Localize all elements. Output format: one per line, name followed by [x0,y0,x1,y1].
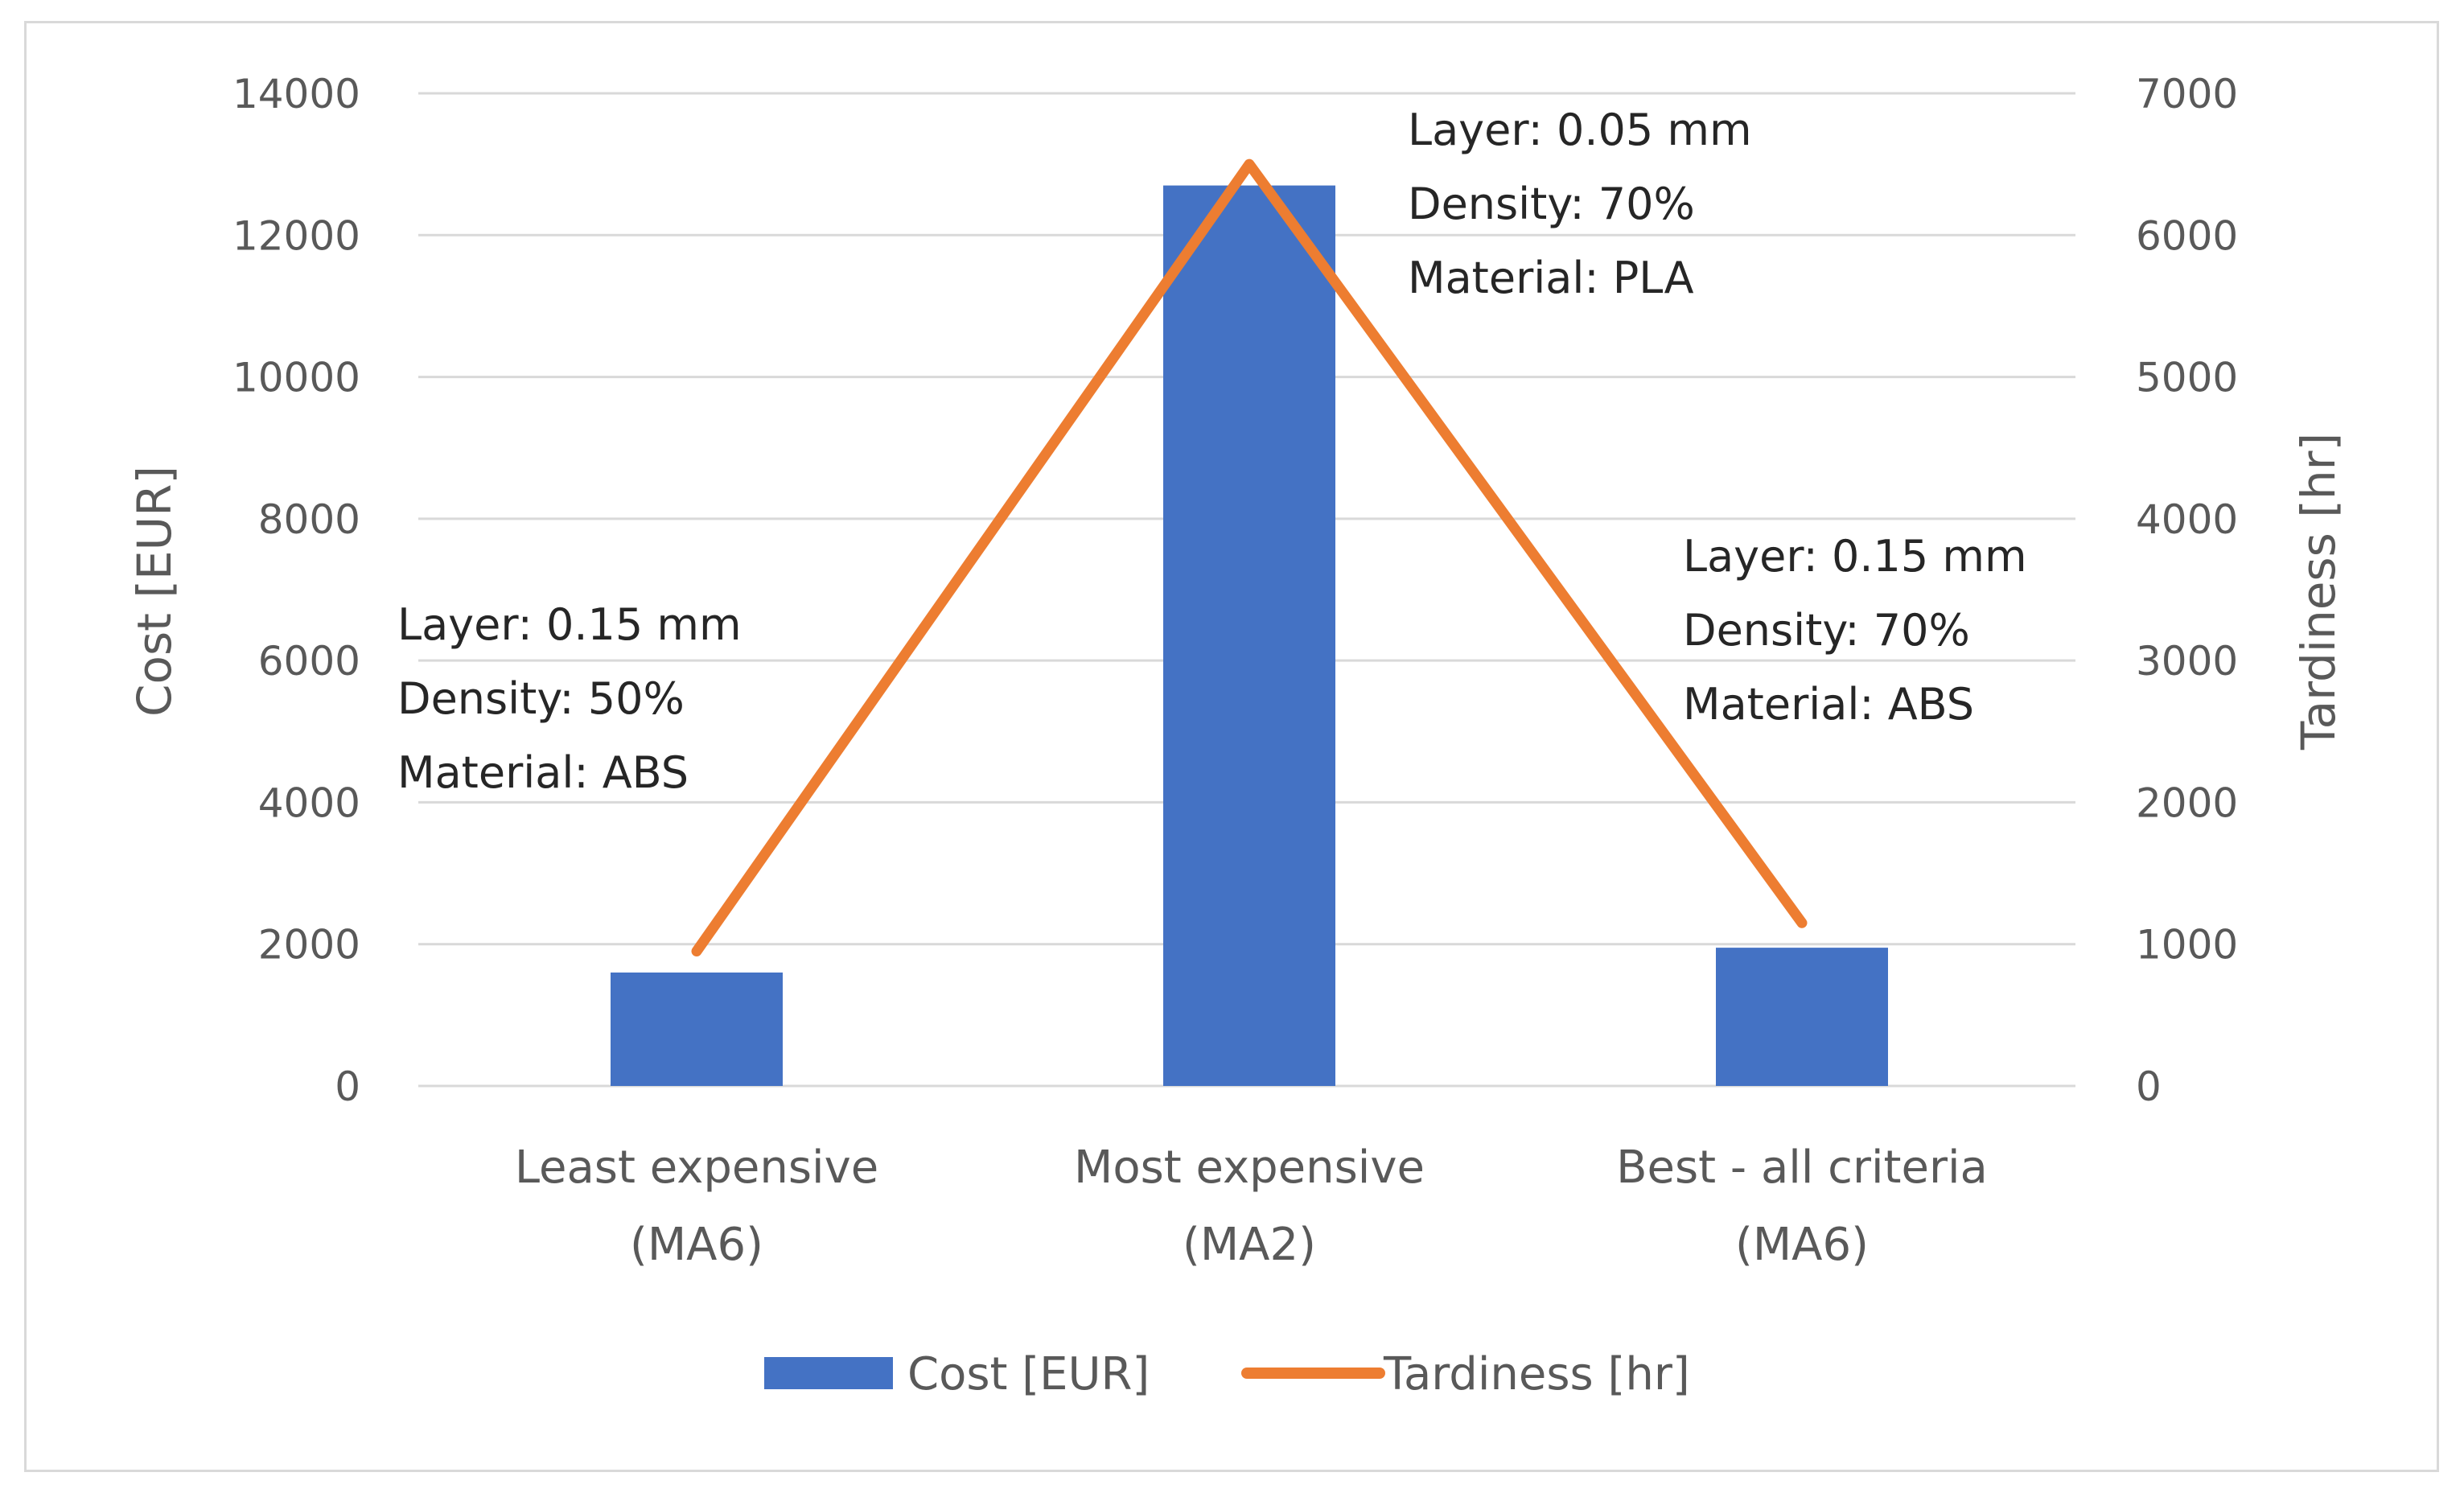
left-tick-label: 14000 [232,71,360,117]
annotation-line: Material: PLA [1408,253,1694,303]
legend: Cost [EUR] Tardiness [hr] [764,1348,1690,1400]
tardiness-line [691,158,1808,957]
left-tick-label: 4000 [258,779,360,826]
category-label: (MA6) [630,1219,763,1271]
legend-label-cost: Cost [EUR] [907,1348,1150,1400]
right-tick-label: 7000 [2136,71,2238,117]
annotations: Layer: 0.15 mm Density: 50% Material: ABS L… [397,105,2027,798]
annotation-line: Material: ABS [397,747,689,798]
right-tick-label: 1000 [2136,922,2238,969]
left-tick-label: 12000 [232,212,360,259]
legend-swatch-cost [764,1357,893,1389]
left-tick-label: 10000 [232,355,360,401]
annotation-line: Density: 50% [397,673,685,724]
right-tick-label: 0 [2136,1063,2162,1110]
category-label: (MA6) [1735,1219,1869,1271]
bar-cost [611,972,783,1086]
category-label: Best - all criteria [1616,1141,1988,1194]
category-label: Most expensive [1074,1141,1425,1194]
right-tick-label: 4000 [2136,496,2238,543]
category-label: Least expensive [515,1141,878,1194]
left-tick-label: 2000 [258,922,360,969]
annotation-line: Layer: 0.15 mm [1683,531,2027,582]
bar-cost [1716,948,1888,1086]
left-axis-ticks: 0 2000 4000 6000 8000 10000 12000 14000 [232,71,360,1110]
right-axis-title: Tardiness [hr] [2291,433,2346,751]
annotation-line: Layer: 0.05 mm [1408,105,1752,155]
left-tick-label: 8000 [258,496,360,543]
annotation-line: Density: 70% [1683,605,1970,656]
right-tick-label: 2000 [2136,779,2238,826]
cost-bars [611,185,1888,1087]
left-axis-title: Cost [EUR] [127,466,182,717]
line-tardiness [691,158,1808,957]
category-label: (MA2) [1183,1219,1316,1271]
right-axis-ticks: 0 1000 2000 3000 4000 5000 6000 7000 [2136,71,2238,1110]
left-tick-label: 6000 [258,638,360,685]
bar-cost [1163,185,1335,1087]
annotation-line: Density: 70% [1408,179,1695,229]
right-tick-label: 6000 [2136,212,2238,259]
right-tick-label: 5000 [2136,355,2238,401]
category-labels: Least expensive (MA6) Most expensive (MA2) B… [515,1141,1988,1271]
legend-label-tardiness: Tardiness [hr] [1383,1348,1690,1400]
right-tick-label: 3000 [2136,638,2238,685]
annotation-line: Layer: 0.15 mm [397,599,742,650]
left-tick-label: 0 [335,1063,360,1110]
annotation-line: Material: ABS [1683,679,1974,730]
